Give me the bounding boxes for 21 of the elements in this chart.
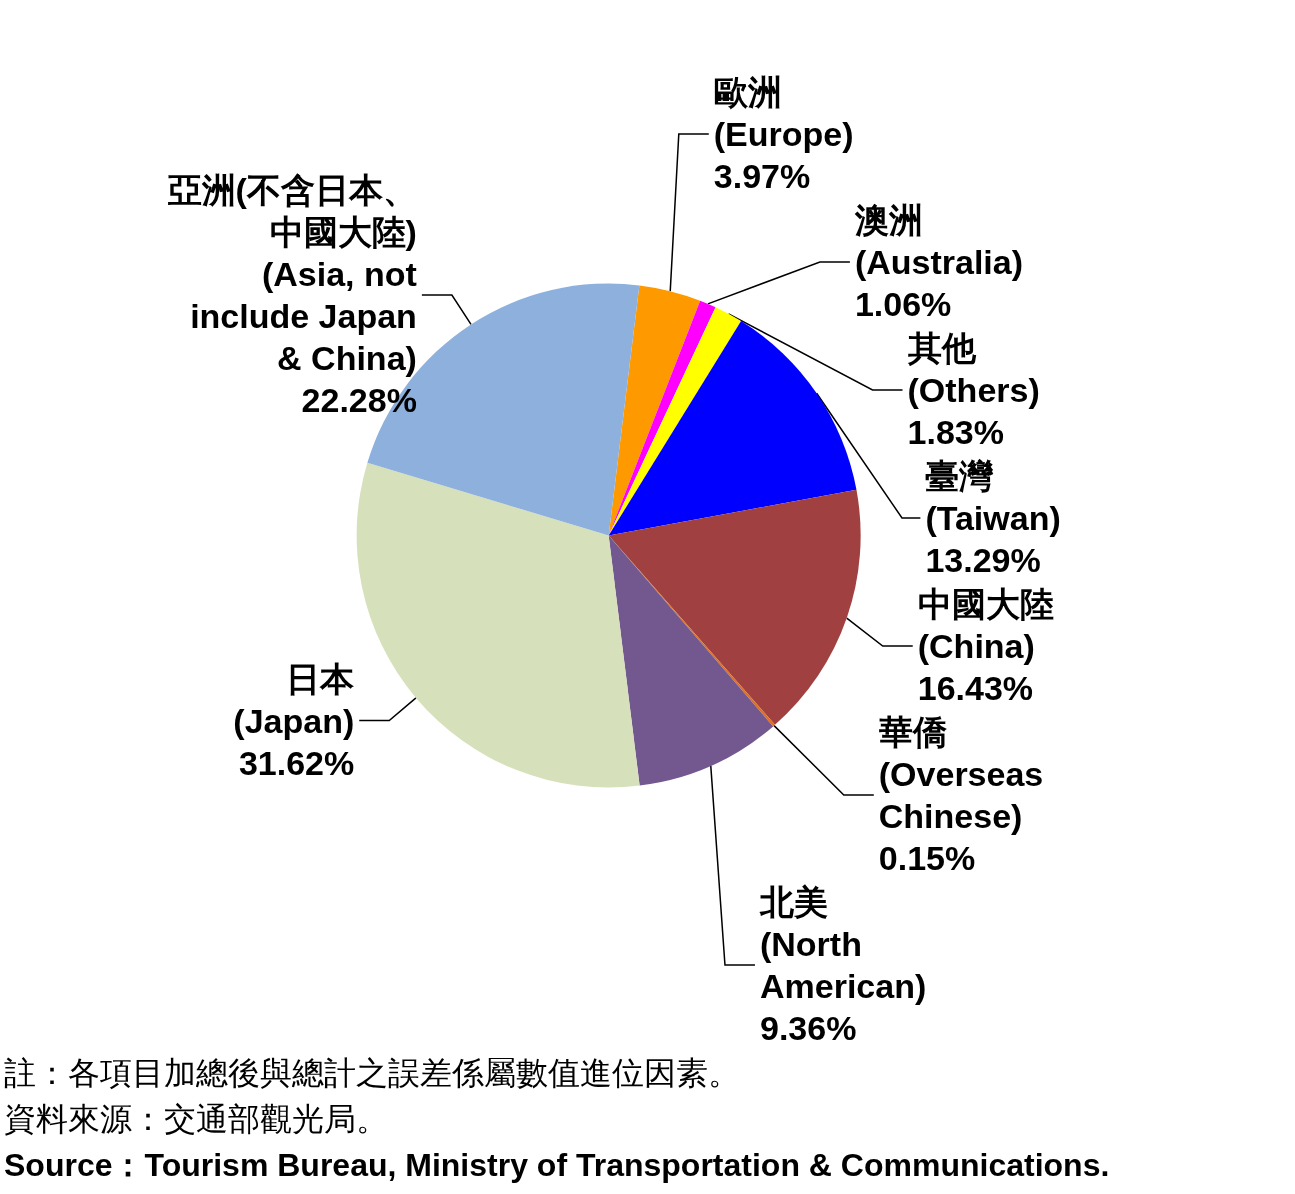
data-label: 16.43% <box>917 669 1034 707</box>
slice-label: 華僑 (Overseas Chinese) <box>878 713 1044 835</box>
data-label: 31.62% <box>238 743 355 782</box>
data-label: 9.36% <box>759 1009 857 1047</box>
data-label: 1.06% <box>854 285 952 323</box>
slice-label: 北美 (North American) <box>758 883 927 1005</box>
data-label: 13.29% <box>925 541 1041 579</box>
source-note: Source：Tourism Bureau, Ministry of Transportation & Communications. <box>4 1146 1111 1185</box>
source-note: 資料來源：交通部觀光局。 <box>4 1100 389 1139</box>
slice-label: 澳洲 (Australia) <box>853 201 1024 281</box>
data-label: 0.15% <box>878 839 976 877</box>
data-label: 22.28% <box>301 381 417 420</box>
slice-label: 其他 (Others) <box>906 329 1040 409</box>
slice-label: 臺灣 (Taiwan) <box>925 457 1061 537</box>
data-label: 1.83% <box>907 413 1004 451</box>
text: 註：各項目加總後與總計之誤差係屬數值進位因素。 <box>4 1054 741 1093</box>
slice-label: 亞洲(不含日本、中國大陸) (Asia, not include Japan & China) <box>166 171 417 378</box>
slice-label: 歐洲 (Europe) <box>713 73 854 153</box>
slice-label: 中國大陸 (China) <box>917 585 1054 665</box>
slice-label: 日本 (Japan) <box>233 659 356 740</box>
data-label: 3.97% <box>713 157 811 195</box>
